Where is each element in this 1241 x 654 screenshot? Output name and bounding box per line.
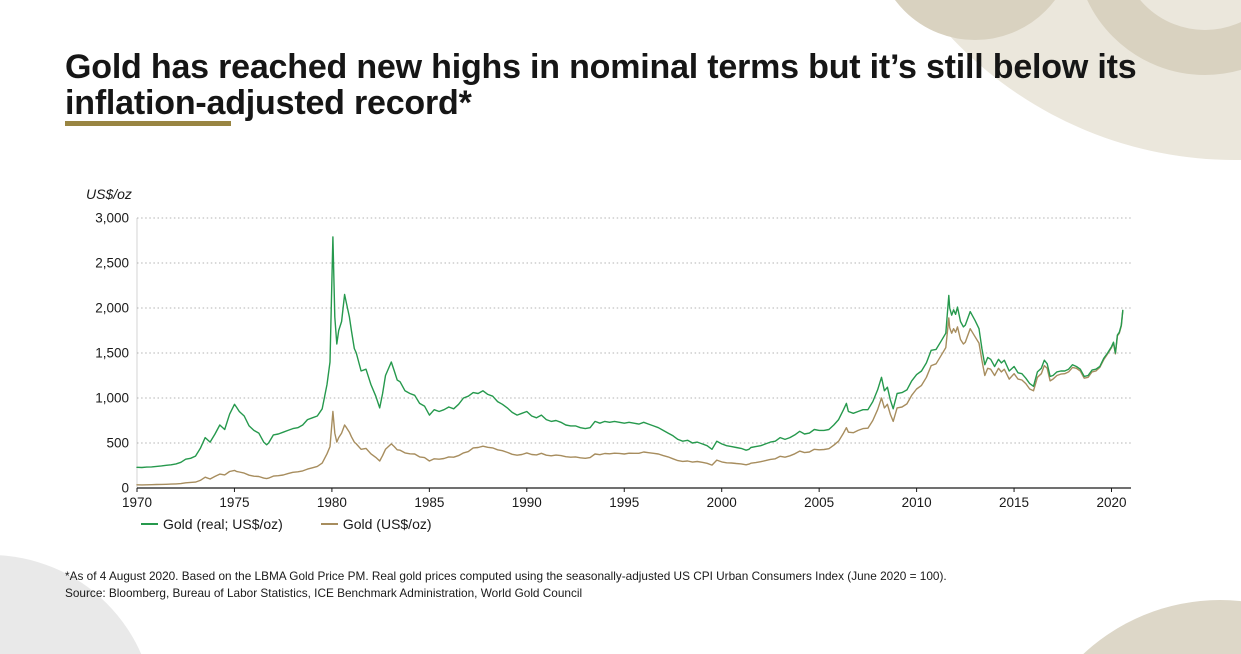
svg-text:2,000: 2,000 (95, 301, 129, 316)
svg-text:1990: 1990 (512, 495, 542, 510)
svg-text:0: 0 (121, 481, 129, 496)
legend-label-gold-real: Gold (real; US$/oz) (163, 516, 283, 532)
svg-text:2010: 2010 (902, 495, 932, 510)
svg-text:1,500: 1,500 (95, 346, 129, 361)
svg-text:1975: 1975 (219, 495, 249, 510)
svg-text:1,000: 1,000 (95, 391, 129, 406)
legend-label-gold-nominal: Gold (US$/oz) (342, 516, 432, 532)
svg-text:1995: 1995 (609, 495, 639, 510)
svg-text:2020: 2020 (1096, 495, 1126, 510)
gold-price-chart: 500 1,000 1,500 2,000 2,500 3,000 0 1970 1975 198… (85, 208, 1141, 538)
footnote-line: *As of 4 August 2020. Based on the LBMA … (65, 569, 947, 583)
title-accent-bar (65, 121, 231, 126)
svg-text:3,000: 3,000 (95, 211, 129, 226)
svg-text:2005: 2005 (804, 495, 834, 510)
svg-text:2015: 2015 (999, 495, 1029, 510)
legend-swatch-gold-real (141, 523, 158, 525)
chart-legend: Gold (real; US$/oz) Gold (US$/oz) (141, 516, 432, 532)
footnotes: *As of 4 August 2020. Based on the LBMA … (65, 568, 947, 602)
legend-item-gold-nominal: Gold (US$/oz) (320, 516, 432, 532)
legend-item-gold-real: Gold (real; US$/oz) (141, 516, 283, 532)
page-title: Gold has reached new highs in nominal te… (65, 47, 1137, 123)
svg-text:1980: 1980 (317, 495, 347, 510)
legend-swatch-gold-nominal (320, 523, 338, 525)
source-line: Source: Bloomberg, Bureau of Labor Stati… (65, 586, 583, 601)
svg-text:500: 500 (106, 436, 129, 451)
decorative-circle-bottom-right (1020, 600, 1241, 654)
chart-unit-label: US$/oz (86, 186, 132, 202)
svg-text:2,500: 2,500 (95, 256, 129, 271)
svg-text:2000: 2000 (707, 495, 737, 510)
svg-text:1970: 1970 (122, 495, 152, 510)
svg-text:1985: 1985 (414, 495, 444, 510)
